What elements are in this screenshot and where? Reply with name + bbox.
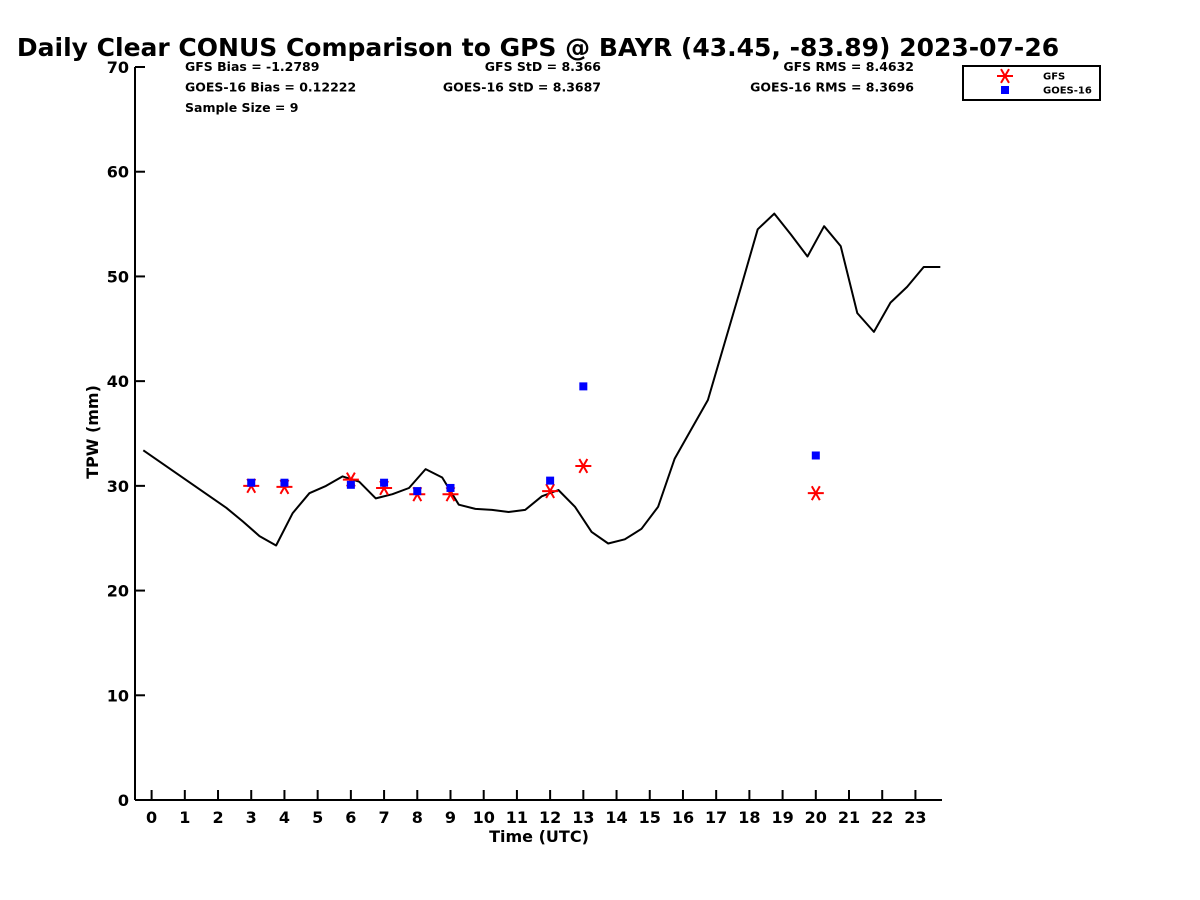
y-tick-label: 30 [107,477,129,496]
plot-axes-frame [134,67,942,801]
goes-16-point [247,478,256,487]
data-series [142,212,941,547]
x-tick-label: 22 [871,808,893,827]
x-tick-label: 17 [705,808,727,827]
goes-16-point [579,382,588,391]
y-tick-label: 70 [107,58,129,77]
x-tick-label: 0 [146,808,157,827]
y-tick-label: 40 [107,372,129,391]
x-axis-ticks: 0 1 2 3 4 5 6 7 8 9 10 11 12 13 14 15 16 17 18 19 20 21 22 23 [146,790,927,827]
statistics-text: GFS Bias = -1.2789 GOES-16 Bias = 0.12222… [185,59,914,115]
goes-16-point [413,487,422,496]
x-tick-label: 18 [738,808,760,827]
y-tick-label: 60 [107,163,129,182]
x-tick-label: 6 [345,808,356,827]
x-tick-label: 9 [445,808,456,827]
x-tick-label: 23 [904,808,926,827]
legend-goes-16-marker [1001,86,1009,94]
x-tick-label: 1 [179,808,190,827]
asterisk-stroke [810,485,821,501]
x-tick-label: 20 [805,808,827,827]
chart-title: Daily Clear CONUS Comparison to GPS @ BA… [17,33,1059,62]
x-tick-label: 21 [838,808,860,827]
stat-text: GOES-16 StD = 8.3687 [443,80,601,95]
x-tick-label: 12 [539,808,561,827]
stat-text: GOES-16 RMS = 8.3696 [750,80,914,95]
x-tick-label: 16 [672,808,694,827]
x-tick-label: 7 [379,808,390,827]
x-tick-label: 15 [639,808,661,827]
x-tick-label: 11 [506,808,528,827]
x-tick-label: 13 [572,808,594,827]
x-tick-label: 10 [473,808,495,827]
y-tick-label: 20 [107,582,129,601]
y-tick-label: 10 [107,686,129,705]
y-axis-ticks: 0 10 20 30 40 50 60 70 [107,58,145,810]
stat-text: GOES-16 Bias = 0.12222 [185,80,356,95]
x-tick-label: 8 [412,808,423,827]
goes-16-point [446,483,455,492]
gfs-point [542,483,559,499]
gfs-point [807,485,824,501]
goes-16-point [380,478,389,487]
asterisk-stroke [545,483,555,499]
asterisk-stroke [578,458,589,474]
goes-16-point [811,451,820,460]
goes-16-point [346,480,355,489]
legend-goes-16-label: GOES-16 [1043,86,1092,97]
x-tick-label: 19 [771,808,793,827]
stat-text: GFS StD = 8.366 [485,59,602,74]
x-tick-label: 14 [605,808,627,827]
x-tick-label: 2 [212,808,223,827]
y-tick-label: 50 [107,267,129,286]
legend-gfs-label: GFS [1043,72,1065,83]
x-tick-label: 3 [246,808,257,827]
legend-gfs-marker [997,68,1013,84]
goes-16-point [280,478,289,487]
y-tick-label: 0 [118,791,129,810]
stat-text: GFS RMS = 8.4632 [783,59,914,74]
x-tick-label: 4 [279,808,290,827]
goes-16-point [546,476,555,485]
y-axis-label: TPW (mm) [83,385,102,479]
legend-box [962,65,1101,101]
stat-text: GFS Bias = -1.2789 [185,59,319,74]
legend: GFS GOES-16 [962,65,1101,101]
asterisk-stroke [1000,68,1010,84]
gfs-point [575,458,592,474]
x-axis-label: Time (UTC) [489,827,589,846]
stat-text: Sample Size = 9 [185,100,298,115]
gps-tpw-line [142,212,941,547]
x-tick-label: 5 [312,808,323,827]
